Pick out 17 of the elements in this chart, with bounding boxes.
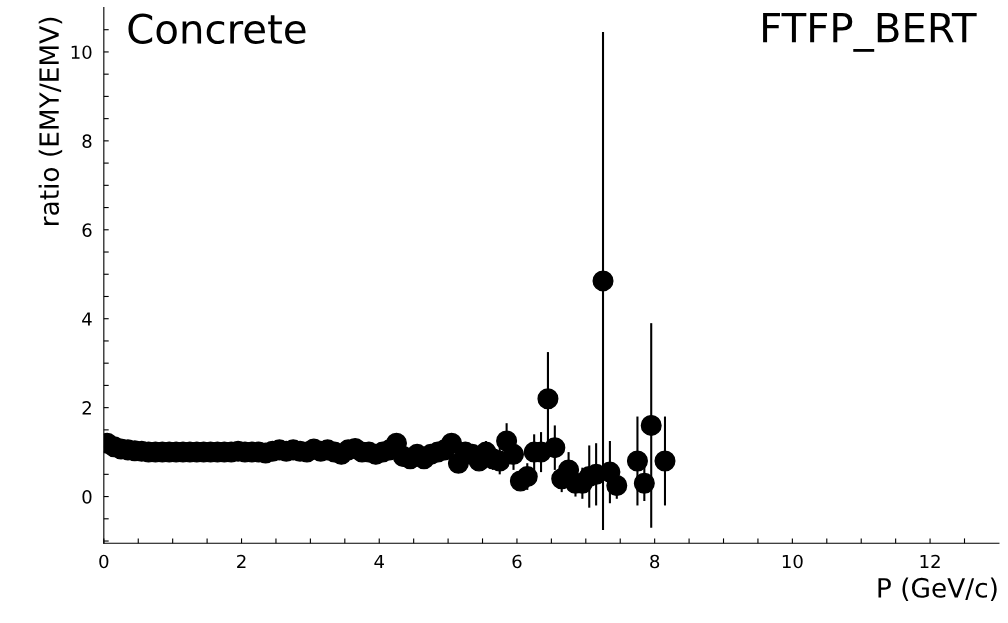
x-axis-title: P (GeV/c) [878,577,997,601]
annotation: FTFP_BERT [763,12,977,52]
y-tick-label: 2 [82,401,91,415]
y-tick-label: 6 [82,223,92,237]
x-tick-label: 4 [374,554,384,569]
x-tick-label: 12 [920,554,940,569]
y-tick-label: 4 [82,312,92,326]
y-tick-label: 8 [82,134,92,148]
x-tick-label: 2 [237,554,246,569]
y-axis-title: ratio (EMY/EMV) [38,17,63,225]
x-tick-label: 10 [782,554,803,569]
x-tick-label: 8 [650,554,660,569]
y-tick-label: 0 [82,490,92,504]
x-tick-label: 0 [99,554,109,569]
annotation: Concrete [128,13,306,45]
x-tick-label: 6 [512,554,522,569]
y-tick-label: 10 [71,45,92,60]
